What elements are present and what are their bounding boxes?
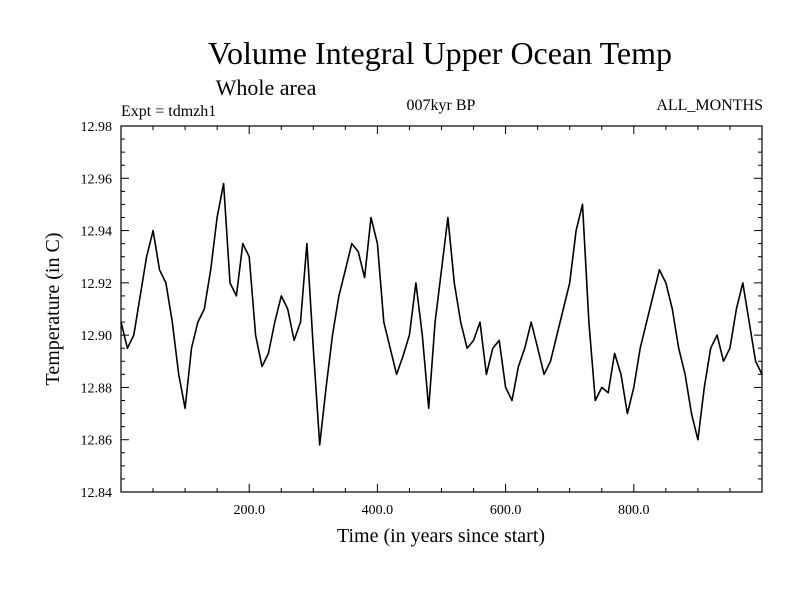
y-tick-label: 12.92	[81, 277, 113, 292]
y-tick-label: 12.90	[81, 329, 113, 344]
period-label: 007kyr BP	[407, 97, 476, 114]
x-tick-label: 800.0	[618, 503, 650, 518]
plot-area-frame	[120, 125, 763, 493]
chart-subtitle: Whole area	[216, 75, 317, 100]
y-tick-label: 12.88	[81, 381, 113, 396]
axis-ticks	[121, 126, 762, 492]
y-tick-label: 12.96	[81, 172, 113, 187]
x-tick-label: 200.0	[233, 503, 265, 518]
series-layer	[120, 182, 763, 446]
y-tick-label: 12.94	[81, 225, 113, 240]
x-axis-label: Time (in years since start)	[337, 525, 545, 547]
x-tick-label: 400.0	[362, 503, 394, 518]
series-line-temperature	[120, 182, 763, 446]
y-tick-label: 12.86	[81, 434, 113, 449]
y-tick-label: 12.98	[81, 120, 113, 135]
y-axis-label: Temperature (in C)	[42, 233, 64, 386]
x-tick-label: 600.0	[490, 503, 522, 518]
chart-title: Volume Integral Upper Ocean Temp	[208, 35, 672, 71]
y-tick-label: 12.84	[81, 486, 113, 501]
months-label: ALL_MONTHS	[656, 97, 763, 114]
axis-tick-labels: 200.0 400.0 600.0 800.0 12.84 12.86 12.88 12.90…	[81, 120, 650, 518]
experiment-label: Expt = tdmzh1	[121, 103, 216, 120]
